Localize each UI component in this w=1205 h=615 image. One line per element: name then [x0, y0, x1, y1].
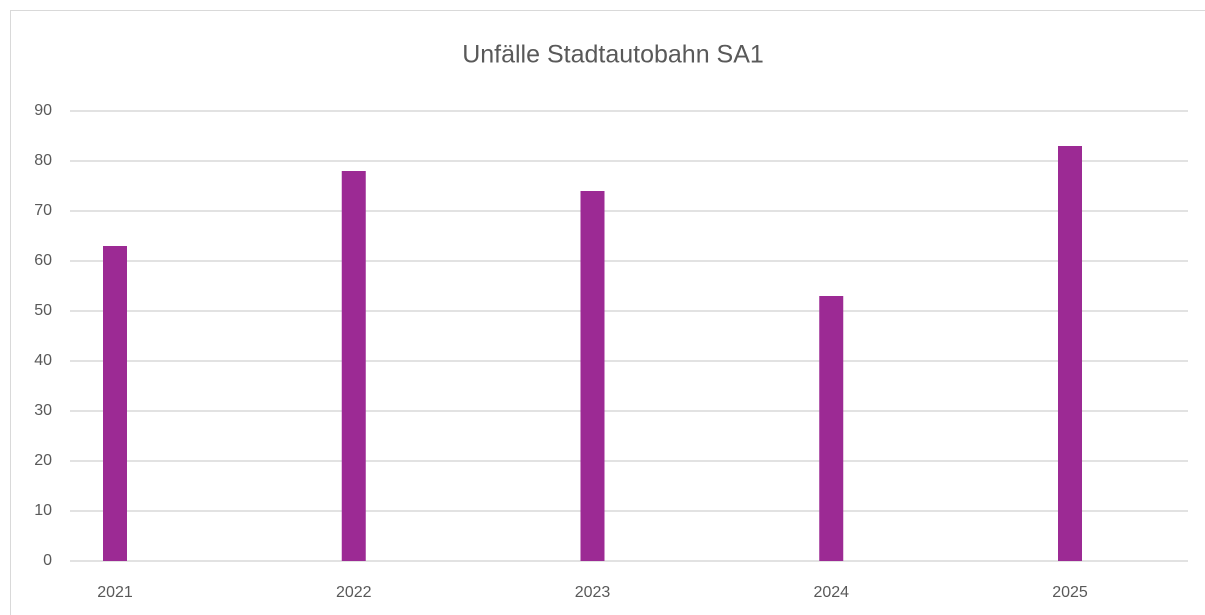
bar: [103, 246, 127, 561]
y-tick-label: 70: [34, 202, 52, 219]
bar: [1058, 146, 1082, 561]
y-tick-label: 40: [34, 352, 52, 369]
y-tick-label: 20: [34, 452, 52, 469]
x-tick-label: 2025: [1052, 584, 1088, 601]
chart-title: Unfälle Stadtautobahn SA1: [462, 41, 764, 69]
y-tick-label: 30: [34, 402, 52, 419]
x-tick-label: 2021: [97, 584, 133, 601]
bar: [580, 191, 605, 561]
bar: [819, 296, 844, 561]
x-tick-label: 2022: [336, 584, 372, 601]
y-tick-label: 50: [34, 302, 52, 319]
x-tick-label: 2023: [575, 584, 611, 601]
bar: [341, 171, 366, 561]
x-tick-label: 2024: [813, 584, 849, 601]
y-tick-label: 0: [43, 552, 52, 569]
chart-border: [10, 10, 1205, 615]
y-tick-label: 90: [34, 102, 52, 119]
y-tick-label: 80: [34, 152, 52, 169]
y-tick-label: 10: [34, 502, 52, 519]
y-tick-label: 60: [34, 252, 52, 269]
